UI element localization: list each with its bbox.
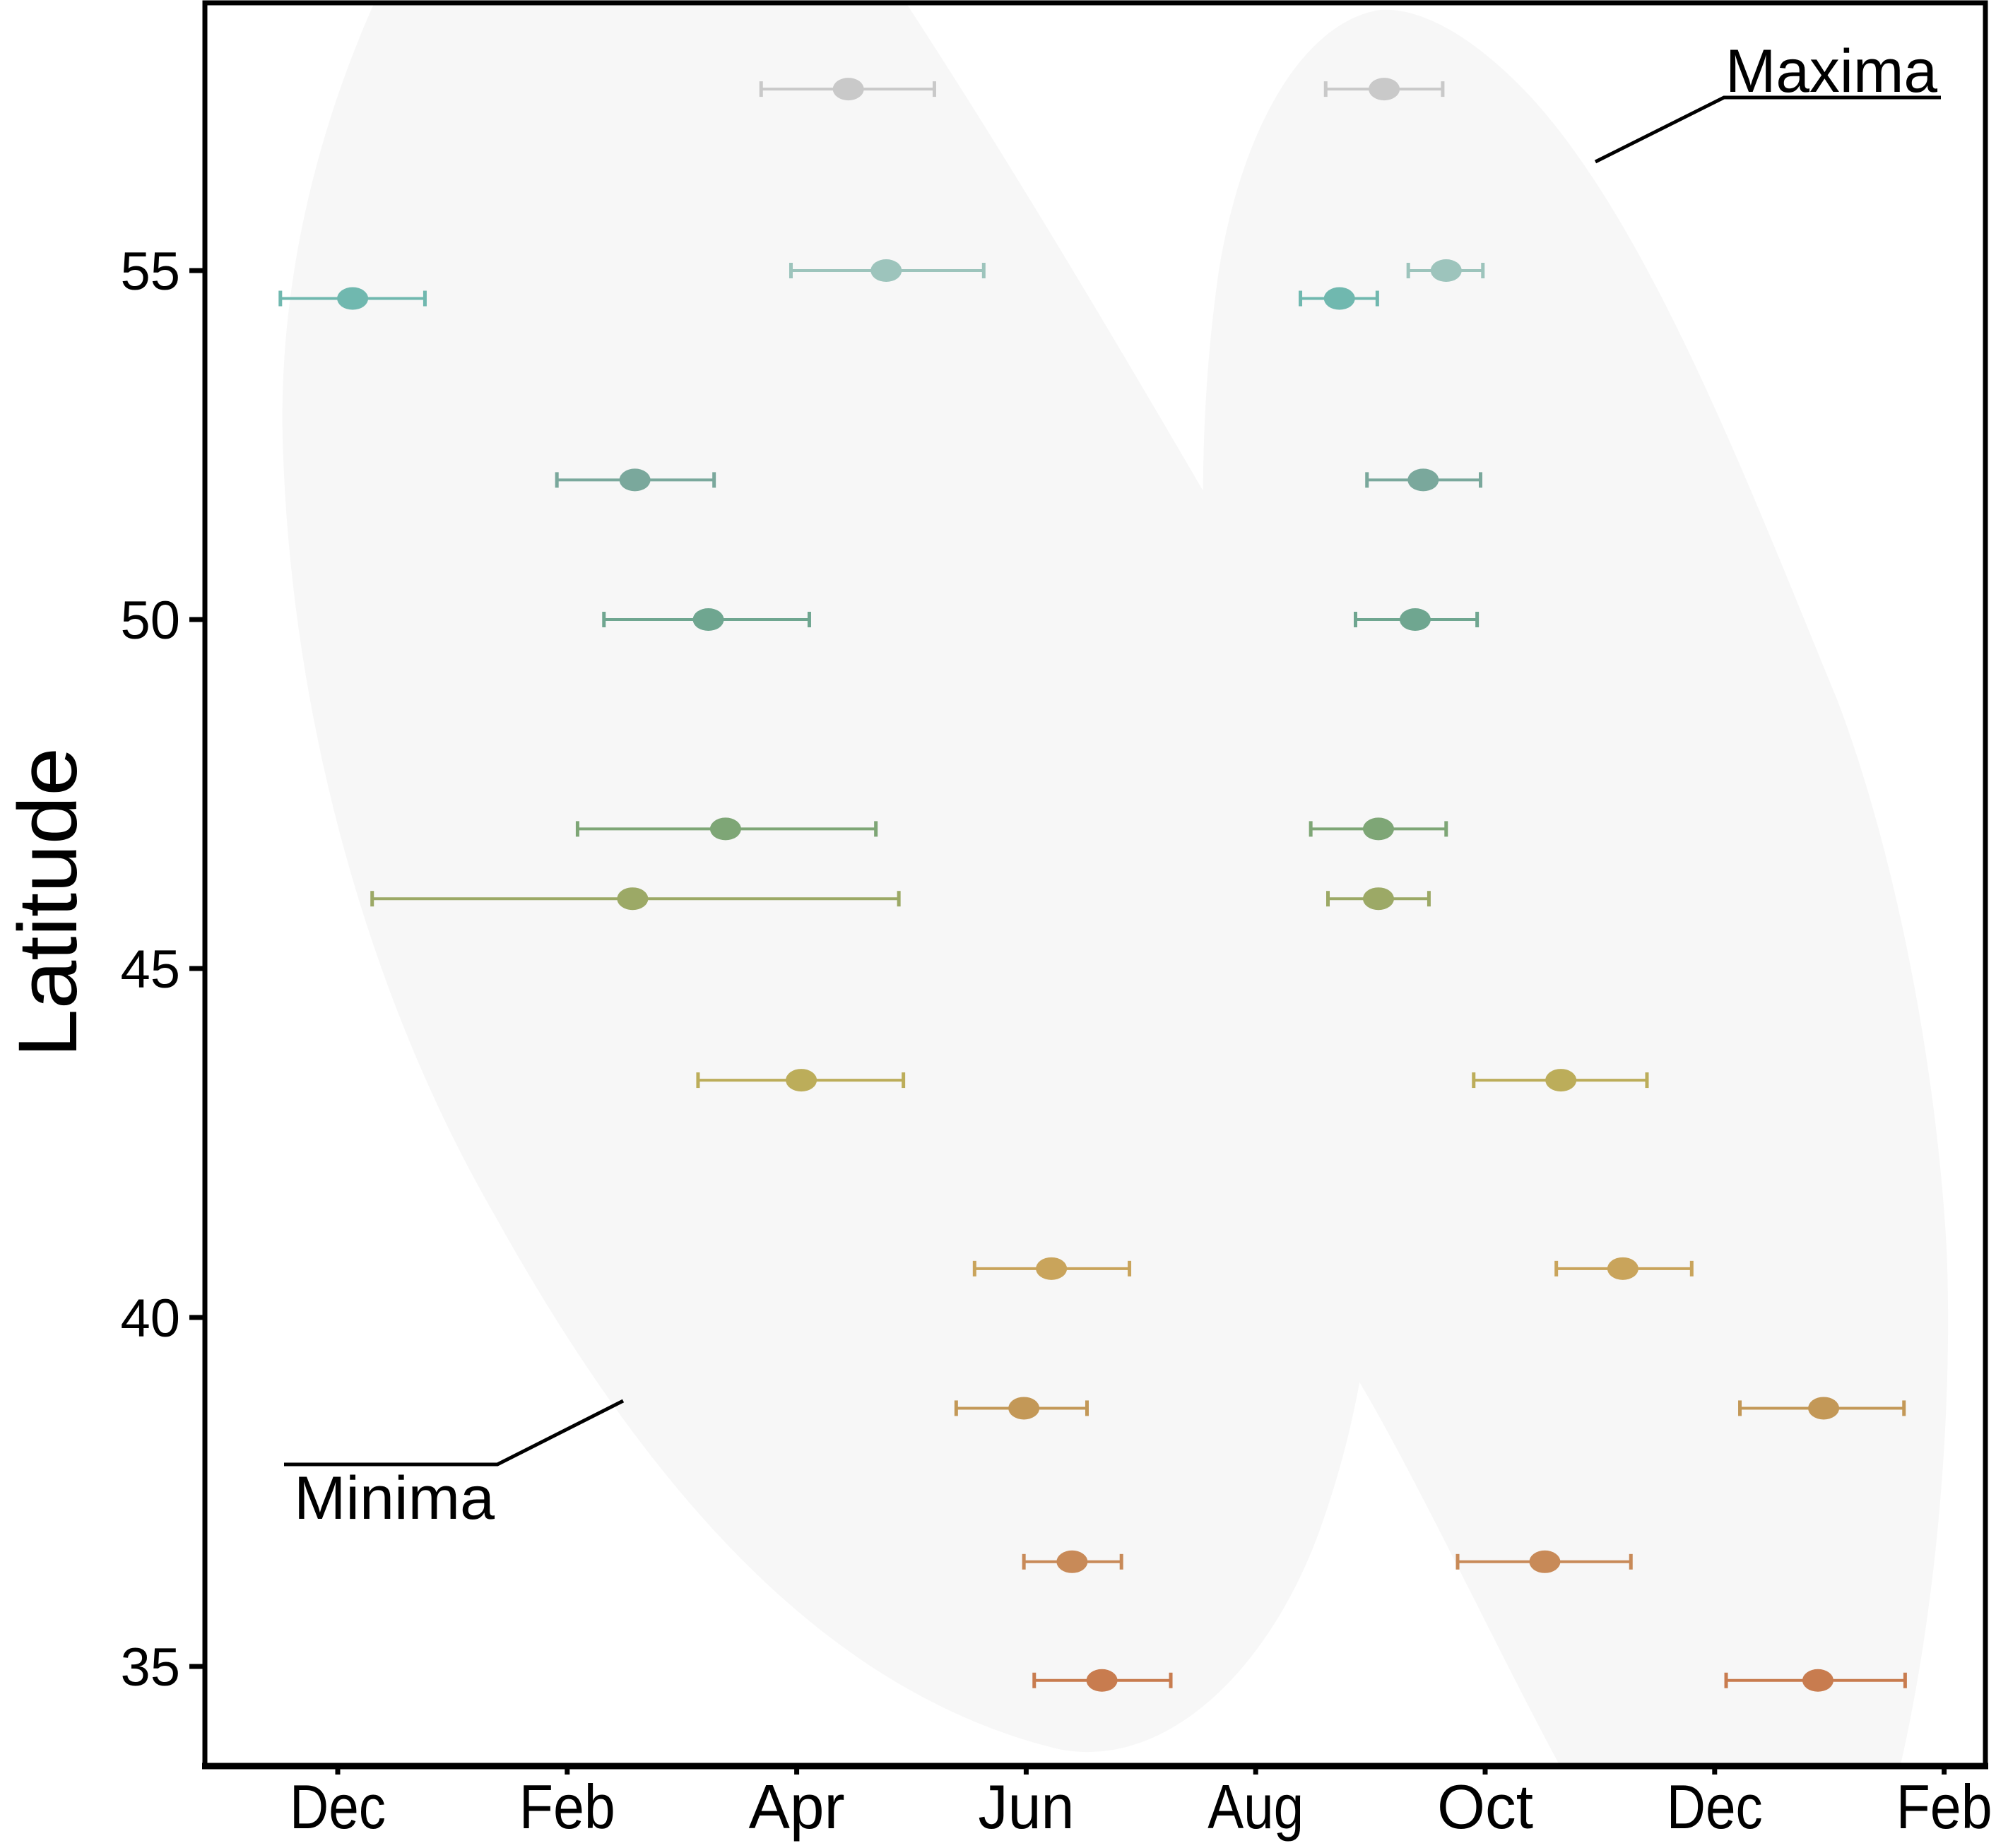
data-point-group — [1309, 817, 1448, 841]
x-tick-label: Feb — [1896, 1772, 1992, 1842]
x-tick-label: Feb — [519, 1772, 615, 1842]
data-point-group — [370, 887, 901, 911]
y-axis-title: Latitude — [1, 747, 95, 1058]
data-point-group — [1406, 259, 1485, 282]
data-point-group — [1738, 1397, 1906, 1420]
data-point-group — [278, 287, 427, 310]
y-axis-ticks: 55 50 45 40 35 — [120, 242, 205, 1698]
y-tick-label: 45 — [120, 940, 180, 1000]
data-point-group — [1472, 1069, 1649, 1092]
data-point — [1407, 468, 1439, 492]
x-tick-label: Dec — [1667, 1772, 1763, 1842]
data-point — [692, 608, 724, 631]
data-point — [1008, 1397, 1040, 1420]
y-tick-label: 50 — [120, 591, 180, 651]
maxima-annotation: Maxima — [1594, 37, 1941, 164]
data-point — [337, 287, 369, 310]
data-point — [1362, 817, 1394, 841]
data-point — [1362, 887, 1394, 911]
data-point-group — [1353, 608, 1480, 631]
data-point-group — [1032, 1669, 1173, 1692]
data-point-group — [789, 259, 986, 282]
data-point — [1529, 1550, 1561, 1573]
data-point — [832, 78, 864, 101]
data-point-group — [1326, 887, 1431, 911]
data-point-group — [759, 78, 936, 101]
x-tick-label: Dec — [290, 1772, 386, 1842]
data-point-group — [1554, 1257, 1694, 1280]
data-point-group — [1455, 1550, 1633, 1573]
minima-leader-line — [284, 1399, 625, 1467]
minima-shaded-region — [282, 3, 1381, 1752]
minima-label: Minima — [294, 1464, 495, 1532]
data-point-group — [954, 1397, 1089, 1420]
maxima-shaded-region — [1203, 9, 1949, 1766]
data-point-group — [1365, 468, 1483, 492]
maxima-label: Maxima — [1725, 37, 1937, 105]
shaded-regions — [282, 3, 1949, 1766]
maxima-leader-line — [1594, 95, 1941, 164]
data-point — [1323, 287, 1355, 310]
x-tick-label: Oct — [1437, 1772, 1533, 1842]
series-minima — [278, 78, 1173, 1692]
data-point-group — [1724, 1669, 1907, 1692]
data-point — [1545, 1069, 1577, 1092]
data-point — [1430, 259, 1462, 282]
x-tick-label: Jun — [978, 1772, 1074, 1842]
data-point-group — [575, 817, 878, 841]
data-point — [1399, 608, 1431, 631]
series-maxima — [1299, 78, 1907, 1692]
data-point-group — [555, 468, 716, 492]
data-point — [1369, 78, 1400, 101]
y-tick-label: 55 — [120, 242, 180, 302]
data-point — [786, 1069, 817, 1092]
data-point — [1808, 1397, 1840, 1420]
data-point — [709, 817, 741, 841]
data-point — [1056, 1550, 1088, 1573]
x-tick-label: Apr — [749, 1772, 845, 1842]
data-point — [617, 887, 649, 911]
x-tick-label: Aug — [1207, 1772, 1304, 1842]
data-point — [1607, 1257, 1638, 1280]
data-marks — [278, 78, 1907, 1692]
data-point — [1036, 1257, 1068, 1280]
data-point-group — [602, 608, 811, 631]
data-point-group — [972, 1257, 1132, 1280]
data-point-group — [1022, 1550, 1123, 1573]
data-point-group — [1323, 78, 1445, 101]
data-point — [1086, 1669, 1118, 1692]
data-point — [870, 259, 902, 282]
data-point-group — [1299, 287, 1379, 310]
x-axis-ticks: Dec Feb Apr Jun Aug Oct Dec Feb — [290, 1766, 1992, 1842]
data-point — [619, 468, 651, 492]
y-tick-label: 40 — [120, 1289, 180, 1349]
data-point — [1802, 1669, 1833, 1692]
data-point-group — [696, 1069, 906, 1092]
minima-annotation: Minima — [284, 1399, 625, 1532]
y-tick-label: 35 — [120, 1637, 180, 1698]
